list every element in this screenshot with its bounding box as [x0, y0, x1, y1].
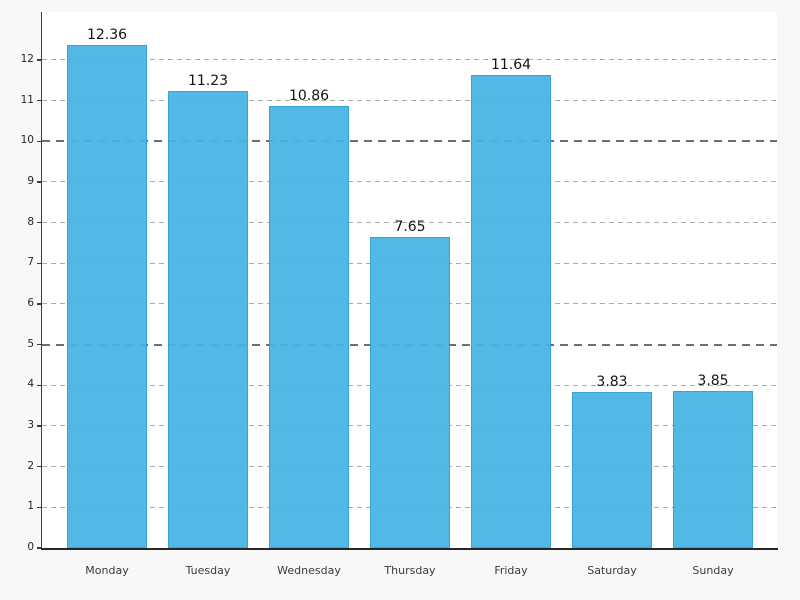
- x-tick-label-tuesday: Tuesday: [185, 564, 231, 577]
- y-tick-mark-12: [37, 59, 41, 61]
- y-tick-label-2: 2: [27, 459, 34, 472]
- bar-value-label-monday: 12.36: [86, 27, 128, 44]
- bar-thursday: [370, 236, 450, 548]
- y-tick-label-12: 12: [20, 52, 34, 65]
- bar-wednesday: [269, 106, 349, 548]
- y-tick-mark-8: [37, 221, 41, 224]
- gridline-y-12: [42, 59, 777, 61]
- y-tick-label-7: 7: [27, 256, 34, 269]
- x-axis-spine: [40, 548, 778, 550]
- bar-sunday: [673, 391, 753, 548]
- y-tick-label-0: 0: [27, 541, 34, 553]
- gridline-y-9: [42, 181, 777, 183]
- y-tick-mark-9: [37, 181, 41, 183]
- y-tick-label-3: 3: [27, 418, 34, 431]
- y-axis-spine: [40, 12, 43, 549]
- y-tick-label-11: 11: [20, 93, 34, 106]
- y-tick-label-4: 4: [27, 378, 34, 391]
- bar-friday: [471, 74, 551, 548]
- y-tick-mark-7: [37, 262, 41, 265]
- y-tick-mark-0: [37, 547, 41, 549]
- y-tick-mark-2: [37, 465, 41, 468]
- plot-area: [42, 12, 777, 548]
- y-tick-label-1: 1: [27, 500, 34, 513]
- bar-value-label-saturday: 3.83: [596, 374, 628, 391]
- y-tick-label-10: 10: [20, 134, 34, 147]
- x-tick-label-monday: Monday: [85, 564, 129, 577]
- x-tick-label-wednesday: Wednesday: [277, 564, 341, 577]
- bar-saturday: [572, 392, 652, 548]
- y-tick-mark-6: [37, 303, 41, 305]
- y-tick-label-6: 6: [27, 296, 34, 309]
- bar-value-label-friday: 11.64: [490, 56, 532, 73]
- bar-monday: [67, 45, 147, 548]
- y-tick-mark-4: [37, 384, 41, 387]
- x-tick-label-thursday: Thursday: [384, 564, 436, 577]
- bar-value-label-sunday: 3.85: [697, 373, 729, 390]
- bar-value-label-tuesday: 11.23: [187, 73, 229, 90]
- bar-value-label-thursday: 7.65: [394, 218, 426, 235]
- x-tick-label-friday: Friday: [494, 564, 528, 577]
- gridline-y-10: [42, 140, 777, 143]
- gridline-y-11: [42, 100, 777, 102]
- y-tick-mark-3: [37, 425, 41, 427]
- y-tick-mark-5: [37, 343, 41, 346]
- y-tick-label-5: 5: [27, 337, 34, 350]
- y-tick-mark-10: [37, 140, 41, 143]
- bar-value-label-wednesday: 10.86: [288, 88, 330, 105]
- x-tick-label-sunday: Sunday: [692, 564, 734, 577]
- y-tick-mark-1: [37, 506, 41, 509]
- gridline-y-8: [42, 222, 777, 224]
- y-tick-label-8: 8: [27, 215, 34, 228]
- y-tick-label-9: 9: [27, 174, 34, 187]
- x-tick-label-saturday: Saturday: [587, 564, 637, 577]
- bar-tuesday: [168, 91, 248, 548]
- y-tick-mark-11: [37, 99, 41, 102]
